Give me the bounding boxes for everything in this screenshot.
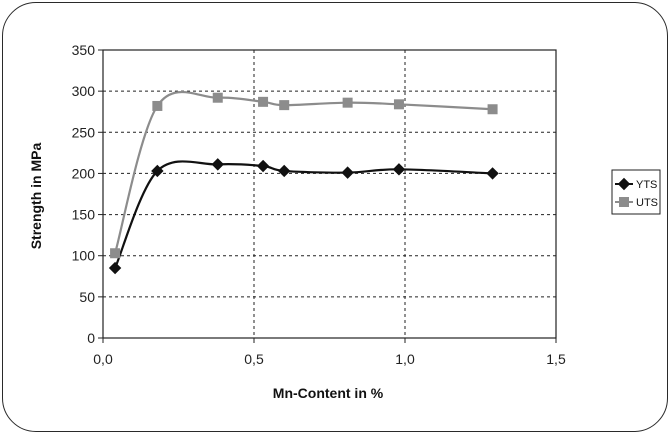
series-uts (110, 90, 498, 259)
y-tick-label: 50 (79, 289, 95, 305)
data-point-uts (279, 100, 290, 111)
x-tick-label: 1,0 (395, 351, 415, 367)
data-point-uts (212, 92, 223, 103)
x-tick-label: 0,5 (244, 351, 264, 367)
data-point-yts (151, 164, 164, 178)
chart: 0 50 100 150 200 250 300 350 0,0 0,5 1,0 1,5 YTS UTS… (28, 42, 661, 401)
data-point-yts (277, 164, 291, 178)
data-point-uts (342, 97, 353, 108)
legend-marker-yts (617, 177, 631, 191)
data-point-uts (110, 248, 121, 259)
x-axis-label: Mn-Content in % (273, 385, 384, 401)
x-tick-label: 1,5 (546, 351, 566, 367)
data-point-yts (211, 158, 224, 171)
y-tick-label: 100 (72, 248, 96, 264)
legend-label-uts: UTS (636, 197, 658, 209)
y-tick-label: 200 (72, 165, 96, 181)
data-point-yts (108, 261, 122, 275)
series-yts (108, 158, 499, 275)
y-tick-label: 300 (72, 83, 96, 99)
y-tick-label: 250 (72, 124, 96, 140)
y-tick-label: 0 (87, 330, 95, 346)
legend-label-yts: YTS (636, 179, 657, 191)
data-point-yts (486, 167, 499, 180)
data-point-uts (152, 100, 163, 111)
data-point-yts (341, 166, 354, 179)
y-axis-label: Strength in MPa (28, 143, 44, 250)
grid (103, 49, 556, 338)
data-point-uts (393, 99, 404, 110)
data-point-uts (258, 96, 269, 107)
plot-series (108, 90, 499, 275)
legend-marker-uts (619, 197, 629, 207)
x-tick-label: 0,0 (93, 351, 113, 367)
data-point-yts (256, 159, 270, 173)
legend: YTS UTS (611, 169, 661, 215)
data-point-uts (487, 104, 498, 115)
y-tick-label: 350 (72, 42, 96, 58)
data-point-yts (392, 163, 406, 176)
plot-area (102, 49, 557, 339)
y-tick-label: 150 (72, 207, 96, 223)
axes: 0 50 100 150 200 250 300 350 0,0 0,5 1,0 1,5 (72, 42, 566, 367)
